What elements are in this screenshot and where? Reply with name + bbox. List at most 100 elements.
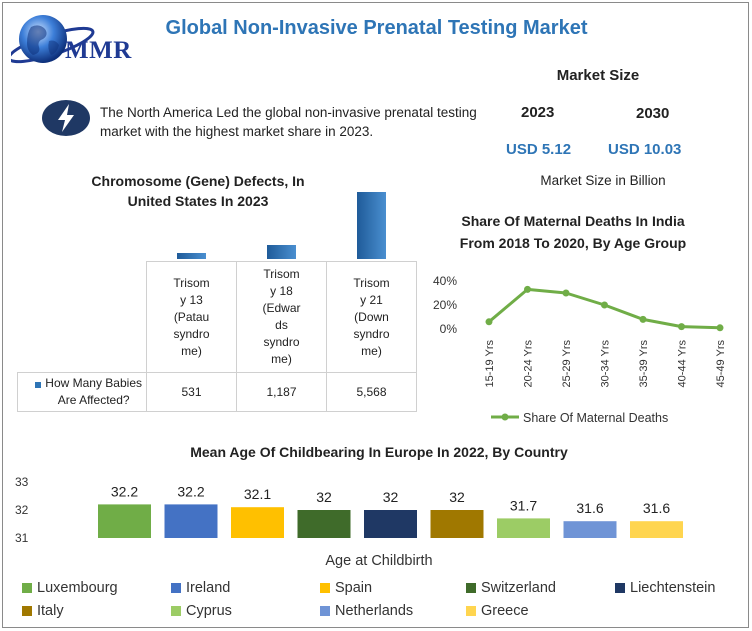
- lightning-icon: [41, 99, 91, 137]
- legend-item: Netherlands: [320, 603, 413, 619]
- category-label-line: me): [361, 343, 382, 358]
- y-tick-label: 0%: [440, 322, 458, 336]
- bar-value-label: 31.6: [643, 500, 670, 516]
- info-text: The North America Led the global non-inv…: [100, 105, 477, 139]
- age-bar: [297, 510, 351, 538]
- data-point: [524, 285, 531, 293]
- mean-age-x-label: Age at Childbirth: [325, 553, 433, 569]
- age-bar: [630, 521, 683, 538]
- legend-label-line: Are Affected?: [57, 393, 130, 407]
- maternal-chart-title: Share Of Maternal Deaths In India From 2…: [459, 213, 687, 251]
- y-tick-label: 20%: [433, 298, 457, 312]
- category-label-line: y 13: [180, 292, 203, 307]
- chromosome-chart-title: Chromosome (Gene) Defects, In United Sta…: [91, 173, 305, 209]
- series-line: [488, 287, 721, 330]
- category-label-line: (Down: [354, 309, 389, 324]
- market-size-title: Market Size: [556, 67, 640, 84]
- x-tick-label: 30-34 Yrs: [600, 340, 612, 388]
- maternal-line-chart: 40% 20% 0% 15-19 Yrs 20-24 Yrs 25-29 Yrs 30-34…: [433, 274, 727, 425]
- category-label-line: syndro: [353, 326, 390, 341]
- logo-text: MMR: [65, 37, 132, 64]
- legend-swatch: [171, 583, 181, 593]
- data-point: [485, 318, 493, 326]
- bar-value-label: 31.6: [576, 500, 603, 516]
- market-size-note: Market Size in Billion: [540, 173, 666, 188]
- legend-swatch: [320, 606, 330, 616]
- legend-item: Ireland: [171, 580, 230, 596]
- category-label-line: y 18: [270, 284, 293, 298]
- defect-bar: [356, 192, 386, 259]
- maternal-chart: 40% 20% 0% 15-19 Yrs 20-24 Yrs 25-29 Yrs 30-34…: [421, 268, 751, 433]
- category-label-line: me): [181, 343, 202, 358]
- legend-swatch: [466, 583, 476, 593]
- mean-age-chart: 33 32 31 32.2 32.2 32.1 32 32 32 31.7 31.6 31.6: [3, 468, 750, 548]
- legend-label: Greece: [481, 603, 529, 619]
- category-label-line: Trisom: [173, 275, 210, 290]
- legend-label: Liechtenstein: [630, 580, 716, 596]
- legend-label: Cyprus: [186, 603, 232, 619]
- category-label-line: syndro: [173, 326, 210, 341]
- category-label-line: (Patau: [173, 309, 210, 324]
- legend-swatch: [22, 606, 32, 616]
- bar-value-label: 31.7: [510, 497, 537, 513]
- mean-age-chart-title: Mean Age Of Childbearing In Europe In 20…: [190, 444, 568, 460]
- x-tick-label: 45-49 Yrs: [715, 340, 727, 388]
- mean-age-bar-chart: 33 32 31 32.2 32.2 32.1 32 32 32 31.7 31.6 31.6: [15, 475, 683, 545]
- y-tick-label: 33: [15, 475, 29, 489]
- bar-value-label: 32: [383, 489, 399, 505]
- category-label-line: (Edwar: [262, 301, 301, 315]
- age-bar: [563, 521, 617, 538]
- age-bar: [231, 507, 284, 538]
- defect-bar: [266, 244, 296, 259]
- legend-swatch: [615, 583, 625, 593]
- legend-swatch: [35, 382, 42, 388]
- x-tick-label: 15-19 Yrs: [484, 340, 496, 388]
- y-tick-label: 31: [15, 531, 29, 545]
- age-bar: [164, 504, 218, 538]
- market-year-end: 2030: [636, 105, 670, 122]
- defect-bar: [176, 252, 206, 259]
- legend-item: Italy: [22, 603, 64, 619]
- data-point: [601, 301, 608, 309]
- age-bar: [430, 510, 484, 538]
- bar-value-label: 32.1: [244, 486, 271, 502]
- legend-label: Italy: [37, 603, 64, 619]
- data-point: [716, 324, 724, 332]
- bar-value-label: 32.2: [177, 483, 204, 499]
- defect-legend-cell: How Many Babies Are Affected?: [17, 372, 147, 412]
- y-tick-label: 32: [15, 503, 29, 517]
- globe-icon: [7, 15, 95, 64]
- legend-swatch: [171, 606, 181, 616]
- defect-category-label: Trisom y 21 (Down syndro me): [326, 261, 417, 373]
- legend-swatch: [22, 583, 32, 593]
- category-label-line: y 21: [360, 292, 383, 307]
- x-tick-label: 35-39 Yrs: [638, 340, 650, 388]
- legend-label: Switzerland: [481, 580, 556, 596]
- legend-label: Spain: [335, 580, 373, 596]
- age-bar: [497, 518, 550, 538]
- defect-value-label: 1,187: [236, 372, 327, 412]
- x-tick-label: 40-44 Yrs: [677, 340, 689, 388]
- data-point: [562, 289, 570, 297]
- legend-item: Spain: [320, 580, 372, 596]
- mmr-logo: [7, 11, 151, 73]
- page-title: Global Non-Invasive Prenatal Testing Mar…: [165, 17, 588, 39]
- legend-swatch: [320, 583, 330, 593]
- legend-label: Netherlands: [335, 603, 414, 619]
- x-tick-label: 20-24 Yrs: [523, 340, 535, 388]
- age-bar: [98, 504, 151, 538]
- bar-value-label: 32.2: [111, 483, 138, 499]
- category-label-line: Trisom: [353, 275, 390, 290]
- category-label-line: me): [271, 352, 292, 366]
- category-label-line: ds: [275, 318, 288, 332]
- market-year-start: 2023: [521, 104, 555, 121]
- defect-legend-label: How Many Babies Are Affected?: [45, 375, 142, 409]
- legend-item: Greece: [466, 603, 529, 619]
- legend-item: Cyprus: [171, 603, 232, 619]
- category-label-line: syndro: [263, 335, 300, 349]
- legend-point-marker: [501, 413, 509, 421]
- defect-category-label: Trisom y 13 (Patau syndro me): [146, 261, 237, 373]
- legend-item: Liechtenstein: [615, 580, 715, 596]
- market-value-start: USD 5.12: [506, 141, 572, 158]
